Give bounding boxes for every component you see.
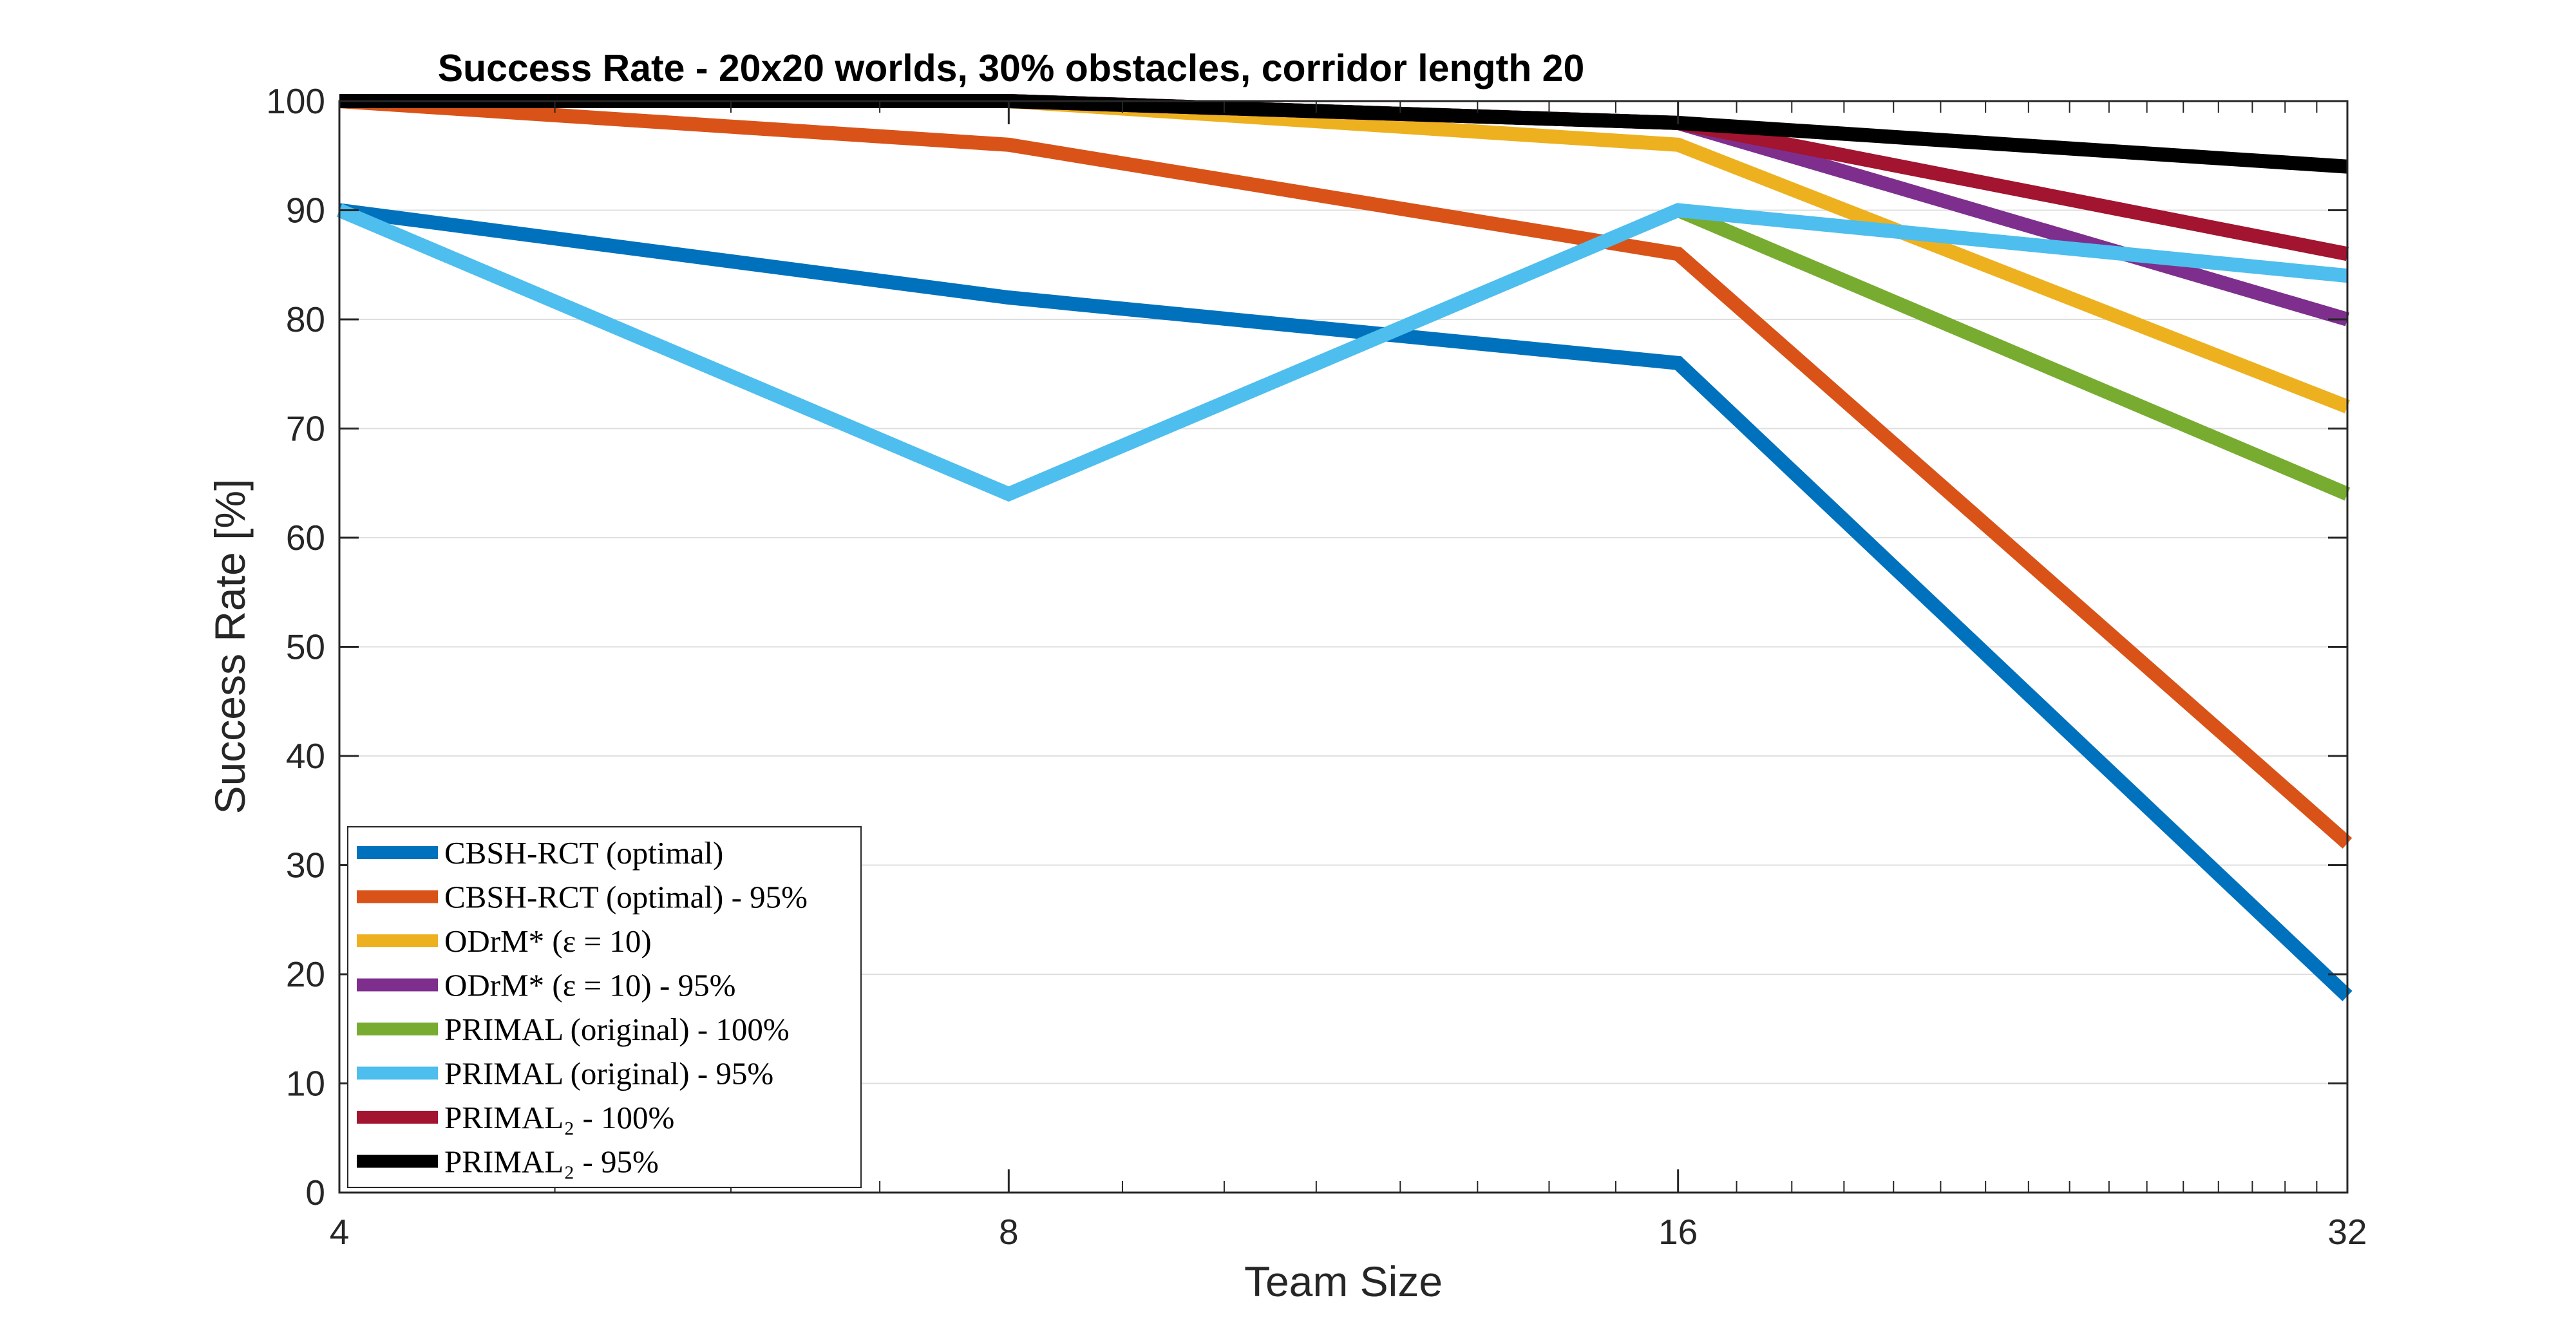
x-tick-label: 4	[330, 1212, 350, 1252]
y-tick-label: 100	[266, 81, 325, 121]
y-tick-label: 40	[286, 736, 325, 776]
x-axis-label: Team Size	[1244, 1258, 1443, 1305]
y-tick-label: 0	[305, 1173, 325, 1213]
legend-label: PRIMAL₂ - 100%	[444, 1100, 674, 1135]
series-line-4	[1675, 203, 2351, 501]
x-tick-label: 16	[1658, 1212, 1698, 1252]
legend-label: ODrM* (ε = 10)	[444, 923, 652, 959]
y-tick-label: 90	[286, 191, 325, 231]
series-line-0	[338, 203, 2353, 1001]
tick-layer: 0 10 20 30 40 50 60 70 80 90 100 4 8 16 32	[266, 81, 2367, 1252]
y-axis-label: Success Rate [%]	[206, 479, 254, 815]
series-line-5	[336, 203, 2349, 502]
y-tick-label: 30	[286, 845, 325, 885]
x-tick-label: 32	[2327, 1212, 2367, 1252]
y-tick-label: 60	[286, 518, 325, 558]
legend-label: CBSH-RCT (optimal) - 95%	[444, 880, 808, 915]
legend-label: PRIMAL₂ - 95%	[444, 1144, 659, 1180]
series-line-1	[339, 94, 2353, 849]
chart-title: Success Rate - 20x20 worlds, 30% obstacl…	[438, 47, 1585, 90]
y-tick-label: 50	[286, 627, 325, 667]
legend-label: PRIMAL (original) - 95%	[444, 1056, 773, 1091]
y-tick-label: 10	[286, 1064, 325, 1104]
y-tick-label: 80	[286, 299, 325, 339]
x-tick-label: 8	[999, 1212, 1019, 1252]
legend-label: CBSH-RCT (optimal)	[444, 835, 723, 871]
legend: CBSH-RCT (optimal) CBSH-RCT (optimal) - 9…	[347, 826, 862, 1188]
y-tick-label: 70	[286, 409, 325, 449]
legend-label: PRIMAL (original) - 100%	[444, 1012, 790, 1047]
legend-box	[347, 826, 862, 1188]
legend-label: ODrM* (ε = 10) - 95%	[444, 968, 735, 1003]
y-tick-label: 20	[286, 954, 325, 994]
